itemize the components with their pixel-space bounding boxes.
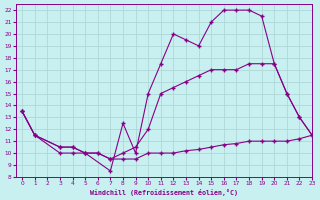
X-axis label: Windchill (Refroidissement éolien,°C): Windchill (Refroidissement éolien,°C) <box>90 189 238 196</box>
